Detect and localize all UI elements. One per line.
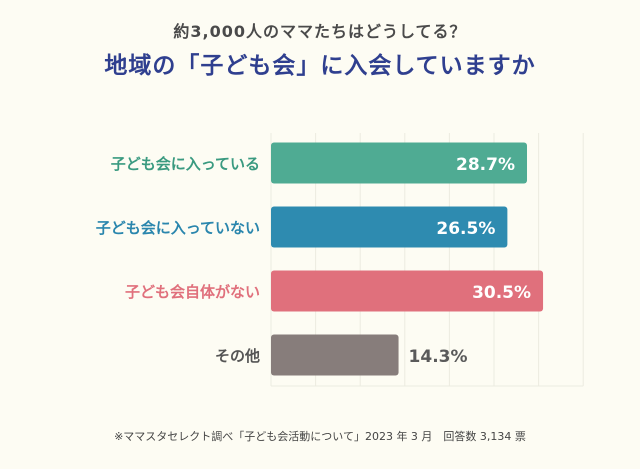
bar [271,142,528,184]
data-label: 30.5% [472,283,531,303]
category-label: その他 [215,347,260,365]
data-label: 14.3% [409,347,468,367]
data-label: 26.5% [436,219,495,239]
data-label: 28.7% [456,155,515,175]
chart-subtitle: 約3,000人のママたちはどうしてる？ [173,22,467,41]
footnote: ※ママスタセレクト調べ「子ども会活動について」2023 年 3 月 回答数 3,… [114,430,526,443]
category-label: 子ども会に入っていない [96,219,260,237]
chart-title: 地域の「子ども会」に入会していますか [104,53,536,79]
category-label: 子ども会自体がない [125,283,260,301]
category-label: 子ども会に入っている [111,155,260,173]
bar [271,206,508,248]
bar [271,270,544,312]
bar [271,334,399,376]
